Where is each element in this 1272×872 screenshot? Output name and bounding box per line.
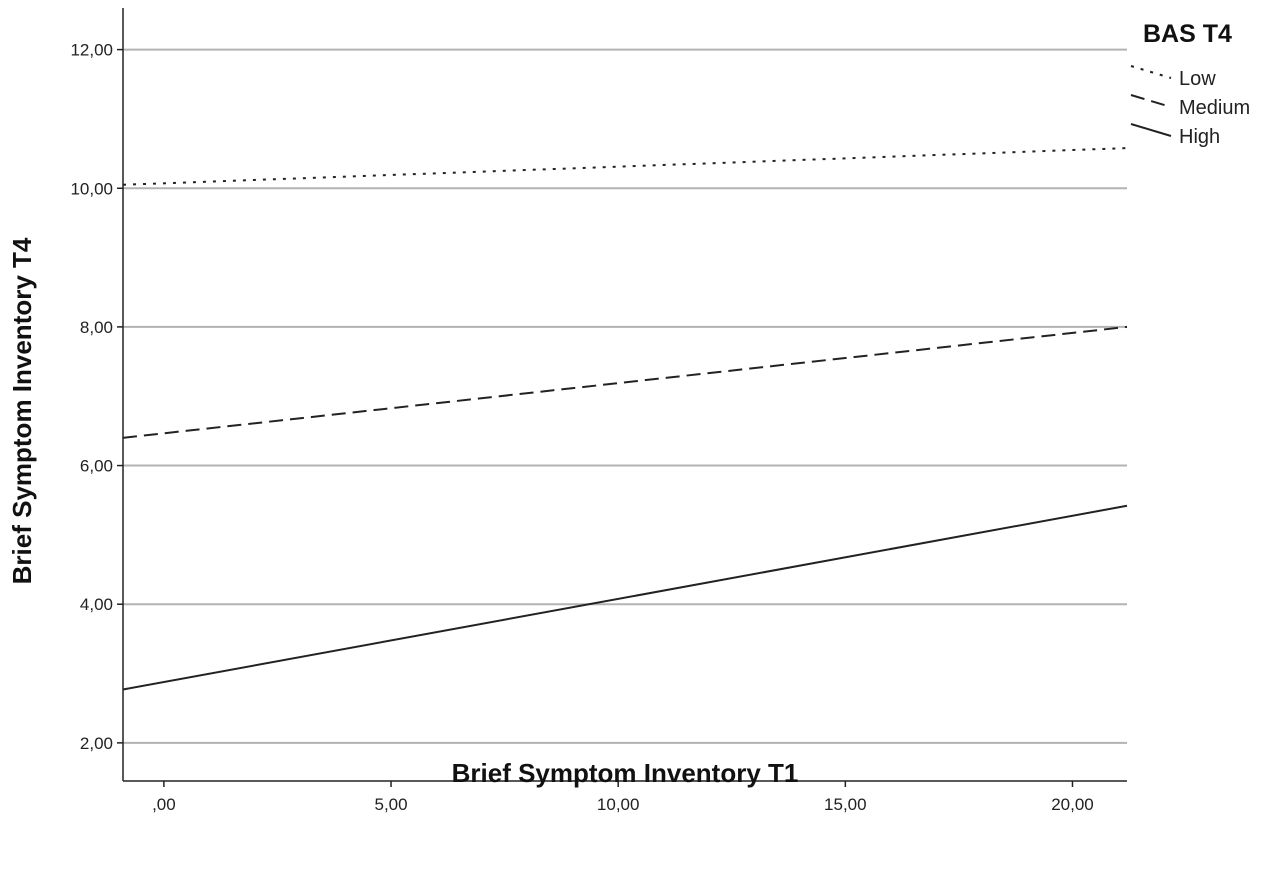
legend-swatch-medium [1130, 94, 1172, 108]
legend-swatch-high [1130, 123, 1172, 137]
y-tick-label-3: 8,00 [80, 318, 113, 337]
y-tick-label-5: 12,00 [70, 41, 113, 60]
x-tick-label-4: 20,00 [1051, 795, 1094, 814]
x-axis-label: Brief Symptom Inventory T1 [452, 758, 799, 788]
y-tick-label-0: 2,00 [80, 734, 113, 753]
series-line-low [122, 147, 1128, 186]
y-tick-label-4: 10,00 [70, 179, 113, 198]
legend-label-high: High [1179, 126, 1220, 148]
legend: BAS T4 Low Medium High [1130, 20, 1250, 148]
y-tick-label-2: 6,00 [80, 457, 113, 476]
legend-label-low: Low [1179, 68, 1216, 90]
y-axis-label: Brief Symptom Inventory T4 [7, 237, 37, 584]
axes [122, 8, 1127, 782]
x-tick-label-1: 5,00 [374, 795, 407, 814]
x-tick-label-0: ,00 [152, 795, 176, 814]
series-line-medium [122, 325, 1128, 439]
legend-title: BAS T4 [1143, 20, 1232, 48]
tick-labels: 2,00 4,00 6,00 8,00 10,00 12,00 ,00 5,00 10,00 15… [70, 41, 1093, 814]
legend-label-medium: Medium [1179, 97, 1250, 119]
x-tick-label-2: 10,00 [597, 795, 640, 814]
x-tick-label-3: 15,00 [824, 795, 867, 814]
series-line-high [122, 504, 1128, 691]
series-lines [122, 147, 1128, 691]
y-tick-label-1: 4,00 [80, 595, 113, 614]
gridlines [123, 48, 1127, 744]
legend-swatch-low [1130, 65, 1172, 79]
